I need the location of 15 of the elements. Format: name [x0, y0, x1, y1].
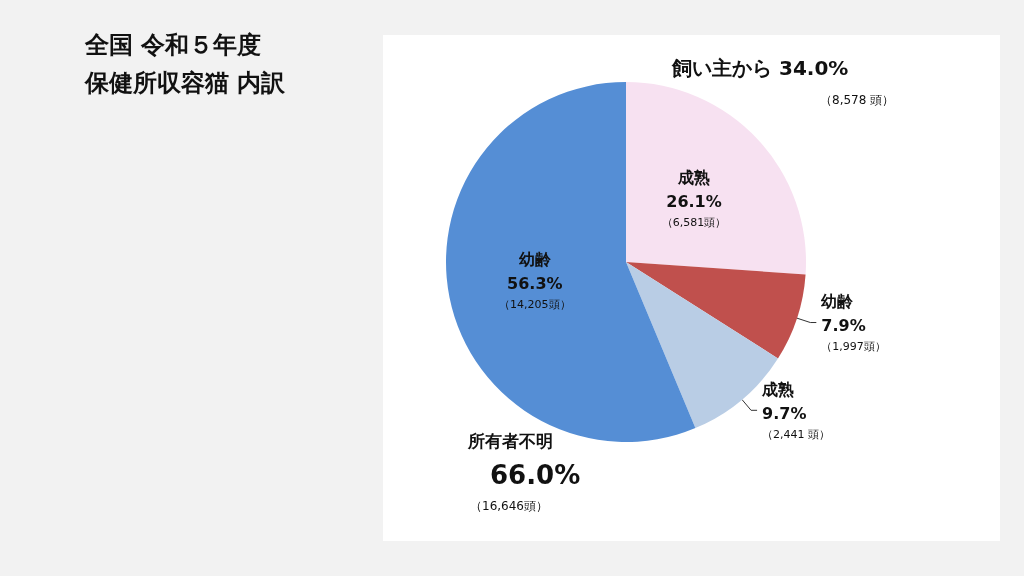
text: 66.0% — [490, 460, 581, 490]
data-label: 26.1% （6,581頭） — [661, 192, 727, 230]
data-label: 56.3% （14,205頭） — [499, 273, 571, 311]
text: 保健所収容猫 内訳 — [84, 69, 287, 97]
text: 全国 令和５年度 — [84, 31, 262, 59]
slice-label: 幼齢 — [518, 249, 552, 269]
data-label: 7.9% （1,997頭） — [821, 316, 886, 354]
text: （16,646頭） — [470, 499, 548, 513]
text: （8,578 頭） — [820, 93, 895, 107]
slice-label: 成熟 — [676, 168, 710, 188]
slice-label: 幼齢 — [821, 292, 855, 312]
text: 所有者不明 — [467, 430, 553, 451]
slice-label: 成熟 — [761, 379, 795, 399]
data-label: 9.7% （2,441 頭） — [762, 403, 831, 441]
text: 飼い主から 34.0% — [671, 56, 849, 80]
